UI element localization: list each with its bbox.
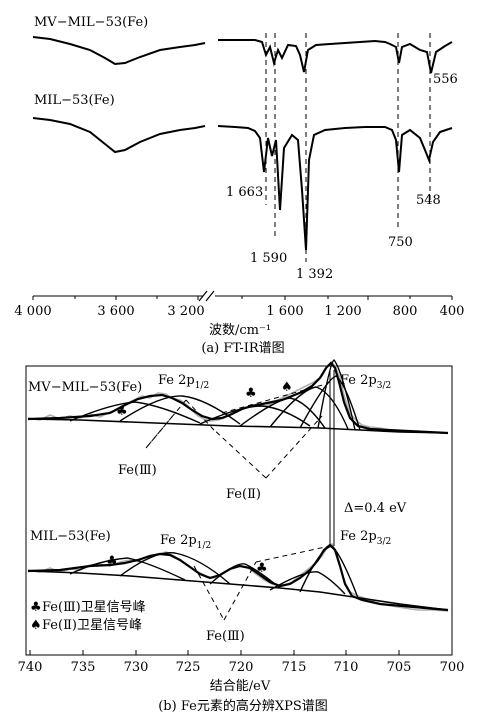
ftir-peak-label-1663: 1 663 — [226, 185, 263, 200]
ftir-xtick-800: 800 — [393, 304, 418, 319]
xps-legend: ♣ Fe(Ⅲ)卫星信号峰 ♠ Fe(Ⅱ)卫星信号峰 — [30, 600, 146, 633]
ftir-label-mil: MIL−53(Fe) — [34, 93, 115, 108]
xps-top-component-peaks — [69, 359, 361, 431]
xps-annotation-dashed-lines — [145, 383, 331, 621]
ftir-panel: MV−MIL−53(Fe) MIL−53(Fe) 556 1 663 1 590… — [14, 15, 464, 356]
xps-bottom-background — [27, 570, 449, 611]
xps-delta-label: Δ=0.4 eV — [344, 501, 407, 516]
xps-plot-frame — [25, 365, 453, 656]
xps-label-fe2p32-bottom: Fe 2p3/2 — [340, 529, 391, 547]
xps-bottom-envelope — [27, 543, 449, 612]
xps-top-background — [27, 418, 449, 434]
xps-xtick-710: 710 — [334, 660, 359, 675]
ftir-peak-label-548: 548 — [416, 193, 441, 208]
ftir-xtick-1600: 1 600 — [266, 304, 303, 319]
legend-fe2-text: Fe(Ⅱ)卫星信号峰 — [42, 618, 142, 633]
xps-fe3-label-top: Fe(Ⅲ) — [118, 463, 157, 478]
xps-label-mil: MIL−53(Fe) — [30, 529, 111, 544]
xps-club-marker-bottom-2: ♣ — [256, 561, 268, 576]
xps-xtick-720: 720 — [229, 660, 254, 675]
xps-xtick-740: 740 — [18, 660, 43, 675]
legend-spade-symbol: ♠ — [30, 618, 42, 633]
ftir-spectrum-mv-mil-53 — [32, 36, 453, 74]
ftir-spectrum-mil-53 — [32, 117, 453, 251]
xps-x-ticks — [29, 650, 453, 655]
xps-label-fe2p32-top: Fe 2p3/2 — [340, 373, 391, 391]
ftir-xlabel: 波数/cm⁻¹ — [209, 323, 271, 338]
legend-club-symbol: ♣ — [30, 600, 42, 615]
xps-club-marker-bottom-1: ♣ — [106, 554, 118, 569]
xps-xlabel: 结合能/eV — [210, 679, 271, 694]
xps-xtick-725: 725 — [176, 660, 201, 675]
ftir-xtick-3600: 3 600 — [97, 304, 134, 319]
xps-caption: (b) Fe元素的高分辨XPS谱图 — [158, 698, 328, 714]
xps-bottom-component-peaks — [69, 545, 359, 599]
xps-shift-marker — [329, 370, 335, 546]
xps-xtick-700: 700 — [440, 660, 465, 675]
xps-label-fe2p12-top: Fe 2p1/2 — [158, 373, 209, 391]
xps-xtick-715: 715 — [282, 660, 307, 675]
xps-club-marker-top-1: ♣ — [116, 404, 128, 419]
ftir-peak-label-1392: 1 392 — [296, 267, 333, 282]
xps-club-marker-top-2: ♣ — [245, 386, 257, 401]
xps-xtick-735: 735 — [71, 660, 96, 675]
ftir-label-mv: MV−MIL−53(Fe) — [34, 15, 148, 30]
ftir-axis-break — [198, 290, 215, 302]
xps-label-fe2p12-bottom: Fe 2p1/2 — [160, 533, 211, 551]
ftir-peak-label-1590: 1 590 — [250, 251, 287, 266]
xps-label-mv: MV−MIL−53(Fe) — [28, 380, 142, 395]
xps-xtick-705: 705 — [387, 660, 412, 675]
ftir-peak-label-556: 556 — [433, 72, 458, 87]
ftir-marker-lines — [265, 33, 431, 262]
ftir-xtick-4000: 4 000 — [14, 304, 51, 319]
ftir-xtick-400: 400 — [440, 304, 465, 319]
ftir-xtick-3200: 3 200 — [167, 304, 204, 319]
xps-fe3-label-bottom: Fe(Ⅲ) — [206, 629, 245, 644]
xps-panel: Δ=0.4 eV MV−MIL−53(Fe) Fe 2p1/2 Fe 2p3/2… — [18, 359, 465, 714]
ftir-caption: (a) FT-IR谱图 — [201, 341, 284, 356]
ftir-x-ticks — [32, 296, 453, 300]
xps-xtick-730: 730 — [124, 660, 149, 675]
legend-fe3-text: Fe(Ⅲ)卫星信号峰 — [42, 600, 146, 615]
ftir-peak-label-750: 750 — [388, 235, 413, 250]
xps-spade-marker-top: ♠ — [281, 380, 293, 395]
xps-fe2-label-top: Fe(Ⅱ) — [226, 487, 261, 502]
ftir-xtick-1200: 1 200 — [324, 304, 361, 319]
